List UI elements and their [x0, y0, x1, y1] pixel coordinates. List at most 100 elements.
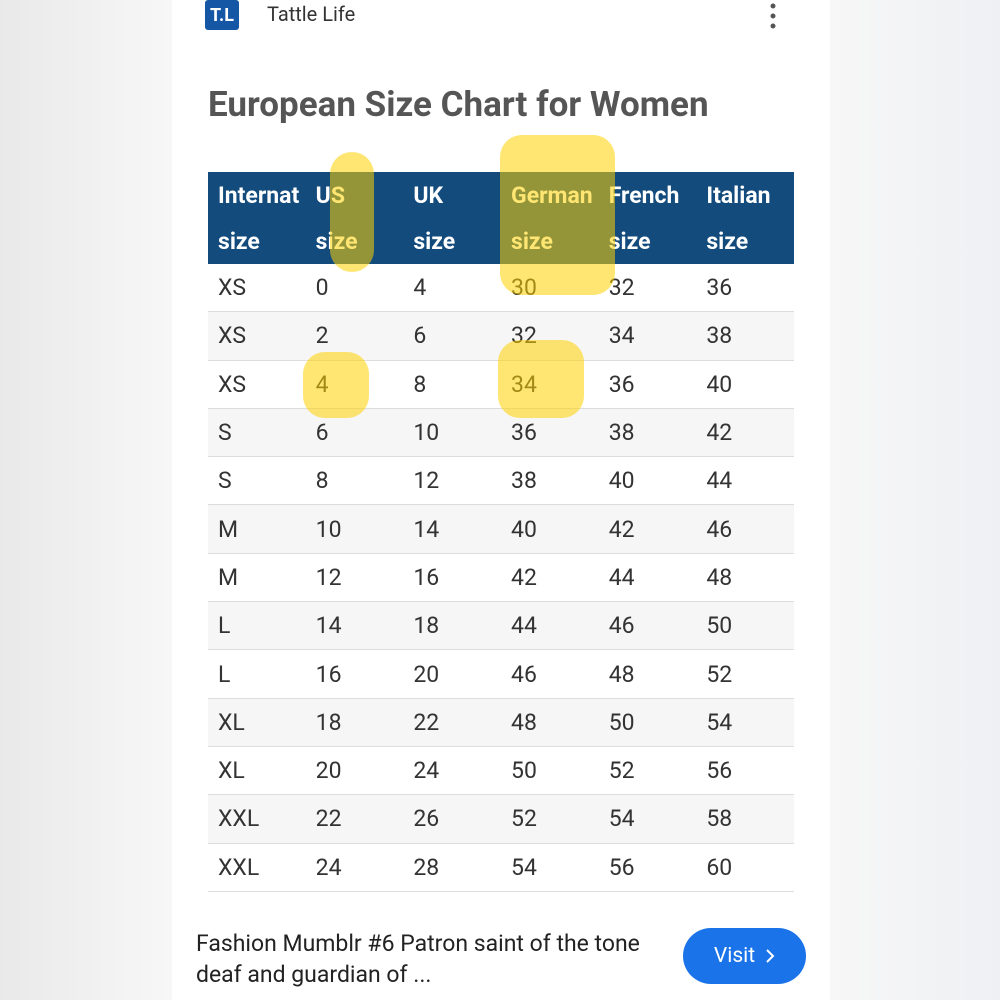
- table-cell: 6: [413, 322, 427, 350]
- table-cell: XS: [218, 322, 247, 350]
- column-header: Italian: [706, 181, 771, 209]
- table-cell: 14: [315, 612, 342, 640]
- table-row: XS 0 4 30 32 36: [208, 264, 794, 313]
- table-cell: 50: [706, 612, 733, 640]
- table-cell: 46: [511, 660, 537, 688]
- table-row: S 8 12 38 40 44: [208, 457, 794, 506]
- column-header: US: [315, 181, 345, 209]
- column-header: UK: [413, 181, 444, 209]
- table-cell: 34: [608, 322, 635, 350]
- table-cell: 44: [608, 563, 635, 591]
- table-cell: 56: [608, 853, 635, 881]
- table-cell: 24: [413, 757, 440, 785]
- table-cell: 46: [706, 515, 733, 543]
- table-cell: 50: [511, 757, 537, 785]
- table-cell: 44: [706, 467, 733, 495]
- table-cell: 32: [608, 274, 635, 302]
- table-row: XL 20 24 50 52 56: [208, 747, 794, 796]
- table-row: L 16 20 46 48 52: [208, 650, 794, 699]
- table-cell: 18: [315, 708, 342, 736]
- table-cell: 38: [608, 419, 635, 447]
- table-cell: 10: [315, 515, 342, 543]
- table-cell: 12: [315, 563, 342, 591]
- table-cell: 44: [511, 612, 537, 640]
- table-cell: L: [218, 612, 231, 640]
- table-cell: 56: [706, 757, 733, 785]
- table-cell: 48: [706, 563, 733, 591]
- table-cell: 24: [315, 853, 342, 881]
- chevron-icon[interactable]: [765, 948, 775, 964]
- table-cell: 40: [706, 370, 733, 398]
- table-cell: 58: [706, 805, 733, 833]
- table-cell: XXL: [218, 853, 260, 881]
- table-cell: 8: [413, 370, 427, 398]
- visit-button[interactable]: Visit: [683, 928, 806, 984]
- table-cell: 54: [608, 805, 635, 833]
- table-cell: 8: [315, 467, 329, 495]
- column-header: size: [218, 227, 260, 255]
- chart-title: European Size Chart for Women: [208, 84, 709, 125]
- column-header: German: [511, 181, 593, 209]
- table-cell: 4: [413, 274, 427, 302]
- table-cell: 26: [413, 805, 440, 833]
- table-cell: 60: [706, 853, 733, 881]
- table-row: XL 18 22 48 50 54: [208, 698, 794, 747]
- more-menu[interactable]: [768, 2, 778, 30]
- table-cell: 0: [315, 274, 329, 302]
- column-header: size: [413, 227, 456, 255]
- table-cell: 32: [511, 322, 537, 350]
- table-row: XS 4 8 34 36 40: [208, 361, 794, 409]
- table-cell: 18: [413, 612, 440, 640]
- table-cell: 48: [511, 708, 537, 736]
- column-header: Internat: [218, 181, 300, 209]
- header-row: Internat US UK German French Italian: [208, 172, 794, 218]
- table-row: XXL 24 28 54 56 60: [208, 844, 794, 892]
- column-header: French: [608, 181, 680, 209]
- column-header: size: [706, 227, 749, 255]
- table-cell: 6: [315, 419, 329, 447]
- table-cell: 16: [315, 660, 342, 688]
- table-row: S 6 10 36 38 42: [208, 408, 794, 458]
- table-cell: 36: [608, 370, 635, 398]
- table-cell: 22: [413, 708, 440, 736]
- table-cell: 40: [511, 515, 537, 543]
- column-header: size: [315, 227, 358, 255]
- table-cell: 34: [511, 370, 537, 398]
- table-cell: 38: [511, 467, 537, 495]
- button-label[interactable]: Visit: [713, 944, 756, 968]
- table-cell: 36: [706, 274, 733, 302]
- site-logo: T.L: [205, 0, 239, 30]
- table-cell: XL: [218, 708, 245, 736]
- table-cell: 42: [706, 419, 733, 447]
- table-cell: 42: [511, 563, 537, 591]
- table-cell: XS: [218, 274, 247, 302]
- table-row: L 14 18 44 46 50: [208, 602, 794, 651]
- table-cell: 54: [511, 853, 537, 881]
- table-cell: 50: [608, 708, 635, 736]
- table-cell: 40: [608, 467, 635, 495]
- table-cell: 20: [315, 757, 342, 785]
- table-cell: 48: [608, 660, 635, 688]
- caption[interactable]: Fashion Mumblr #6 Patron saint of the to…: [196, 930, 640, 988]
- table-cell: M: [218, 563, 239, 591]
- size-table: Internat US UK German French Italian size size s…: [208, 172, 794, 892]
- table-cell: 28: [413, 853, 440, 881]
- column-header: size: [608, 227, 651, 255]
- table-cell: XXL: [218, 805, 260, 833]
- table-cell: 10: [413, 419, 440, 447]
- table-row: XXL 22 26 52 54 58: [208, 795, 794, 844]
- table-cell: 52: [608, 757, 635, 785]
- table-cell: 54: [706, 708, 733, 736]
- table-cell: 42: [608, 515, 635, 543]
- source-name[interactable]: Tattle Life: [267, 2, 356, 26]
- table-cell: XS: [218, 370, 247, 398]
- table-cell: L: [218, 660, 231, 688]
- table-cell: 30: [511, 274, 537, 302]
- table-cell: 52: [511, 805, 537, 833]
- table-cell: 2: [315, 322, 329, 350]
- header-row: size size size size size size: [208, 218, 794, 264]
- table-cell: 12: [413, 467, 440, 495]
- table-cell: 36: [511, 419, 537, 447]
- table-cell: 4: [315, 370, 329, 398]
